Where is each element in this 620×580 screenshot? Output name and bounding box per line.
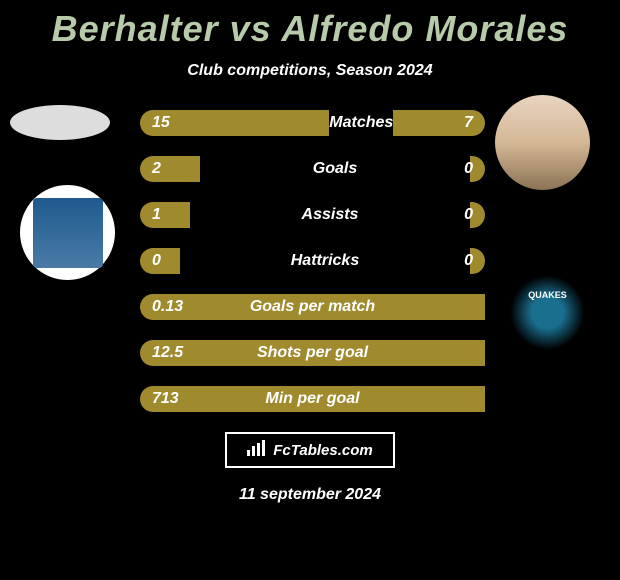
stat-right-value: 0 xyxy=(470,248,485,274)
stat-row: 0.13Goals per match xyxy=(140,294,485,320)
stat-right-value: 7 xyxy=(393,110,485,136)
stat-row: 2Goals0 xyxy=(140,156,485,182)
player1-photo-placeholder xyxy=(10,105,110,140)
stat-label: Min per goal xyxy=(140,390,485,408)
date: 11 september 2024 xyxy=(0,486,620,504)
content-area: QUAKES 15Matches72Goals01Assists00Hattri… xyxy=(0,110,620,412)
stat-left-value: 0.13Goals per match xyxy=(140,294,485,320)
fctables-label: FcTables.com xyxy=(273,442,372,459)
stat-row: 12.5Shots per goal xyxy=(140,340,485,366)
stat-left-value: 713Min per goal xyxy=(140,386,485,412)
stat-label: Assists xyxy=(190,202,470,228)
stat-left-value: 2 xyxy=(140,156,200,182)
chart-icon xyxy=(247,440,267,461)
stat-right-value: 0 xyxy=(470,156,485,182)
fctables-watermark: FcTables.com xyxy=(225,432,395,468)
stat-row: 1Assists0 xyxy=(140,202,485,228)
stat-label: Goals xyxy=(200,156,470,182)
stat-label: Hattricks xyxy=(180,248,470,274)
stat-label: Goals per match xyxy=(140,298,485,316)
quakes-logo-icon: QUAKES xyxy=(510,275,585,350)
stat-label: Shots per goal xyxy=(140,344,485,362)
stat-right-value: 0 xyxy=(470,202,485,228)
stat-left-value: 1 xyxy=(140,202,190,228)
stat-left-value: 0 xyxy=(140,248,180,274)
stat-row: 0Hattricks0 xyxy=(140,248,485,274)
stat-left-value: 15 xyxy=(140,110,329,136)
player2-photo xyxy=(495,95,590,190)
quakes-logo-text: QUAKES xyxy=(510,290,585,300)
subtitle: Club competitions, Season 2024 xyxy=(0,62,620,80)
stat-row: 713Min per goal xyxy=(140,386,485,412)
comparison-title: Berhalter vs Alfredo Morales xyxy=(0,0,620,50)
stat-label: Matches xyxy=(329,110,393,136)
stat-left-value: 12.5Shots per goal xyxy=(140,340,485,366)
player2-club-logo: QUAKES xyxy=(500,265,595,360)
stat-row: 15Matches7 xyxy=(140,110,485,136)
player1-club-logo xyxy=(20,185,115,280)
whitecaps-logo-icon xyxy=(33,198,103,268)
stats-container: 15Matches72Goals01Assists00Hattricks00.1… xyxy=(140,110,485,412)
